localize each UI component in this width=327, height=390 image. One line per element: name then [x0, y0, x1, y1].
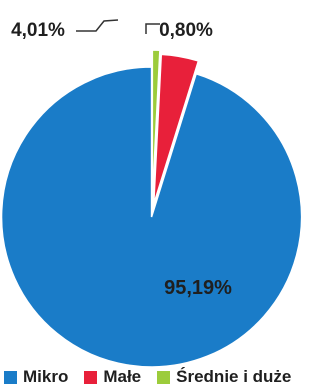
legend-label-srednie-i-duze: Średnie i duże — [176, 367, 292, 386]
data-label-male: 4,01% — [11, 20, 65, 41]
legend-label-mikro: Mikro — [23, 367, 69, 386]
legend-swatch-male — [84, 370, 98, 384]
legend-swatch-mikro — [4, 370, 17, 384]
legend-item-male: Małe — [84, 367, 141, 387]
leader-line-male — [76, 19, 119, 32]
leader-line-srednie-i-duze — [145, 23, 160, 34]
pie-slice-srednie-i-duze — [151, 49, 161, 201]
legend: Mikro Małe Średnie i duże — [4, 366, 327, 388]
legend-item-mikro: Mikro — [4, 367, 68, 387]
data-label-srednie-i-duze: 0,80% — [159, 20, 213, 41]
legend-label-male: Małe — [103, 367, 142, 386]
legend-swatch-srednie-i-duze — [157, 370, 171, 384]
data-label-mikro: 95,19% — [164, 277, 232, 299]
pie-slices — [0, 49, 303, 368]
pie-slice-mikro — [0, 66, 303, 368]
label-leader-lines — [76, 19, 160, 34]
legend-item-srednie-i-duze: Średnie i duże — [157, 367, 291, 387]
pie-slice-male — [153, 53, 200, 205]
